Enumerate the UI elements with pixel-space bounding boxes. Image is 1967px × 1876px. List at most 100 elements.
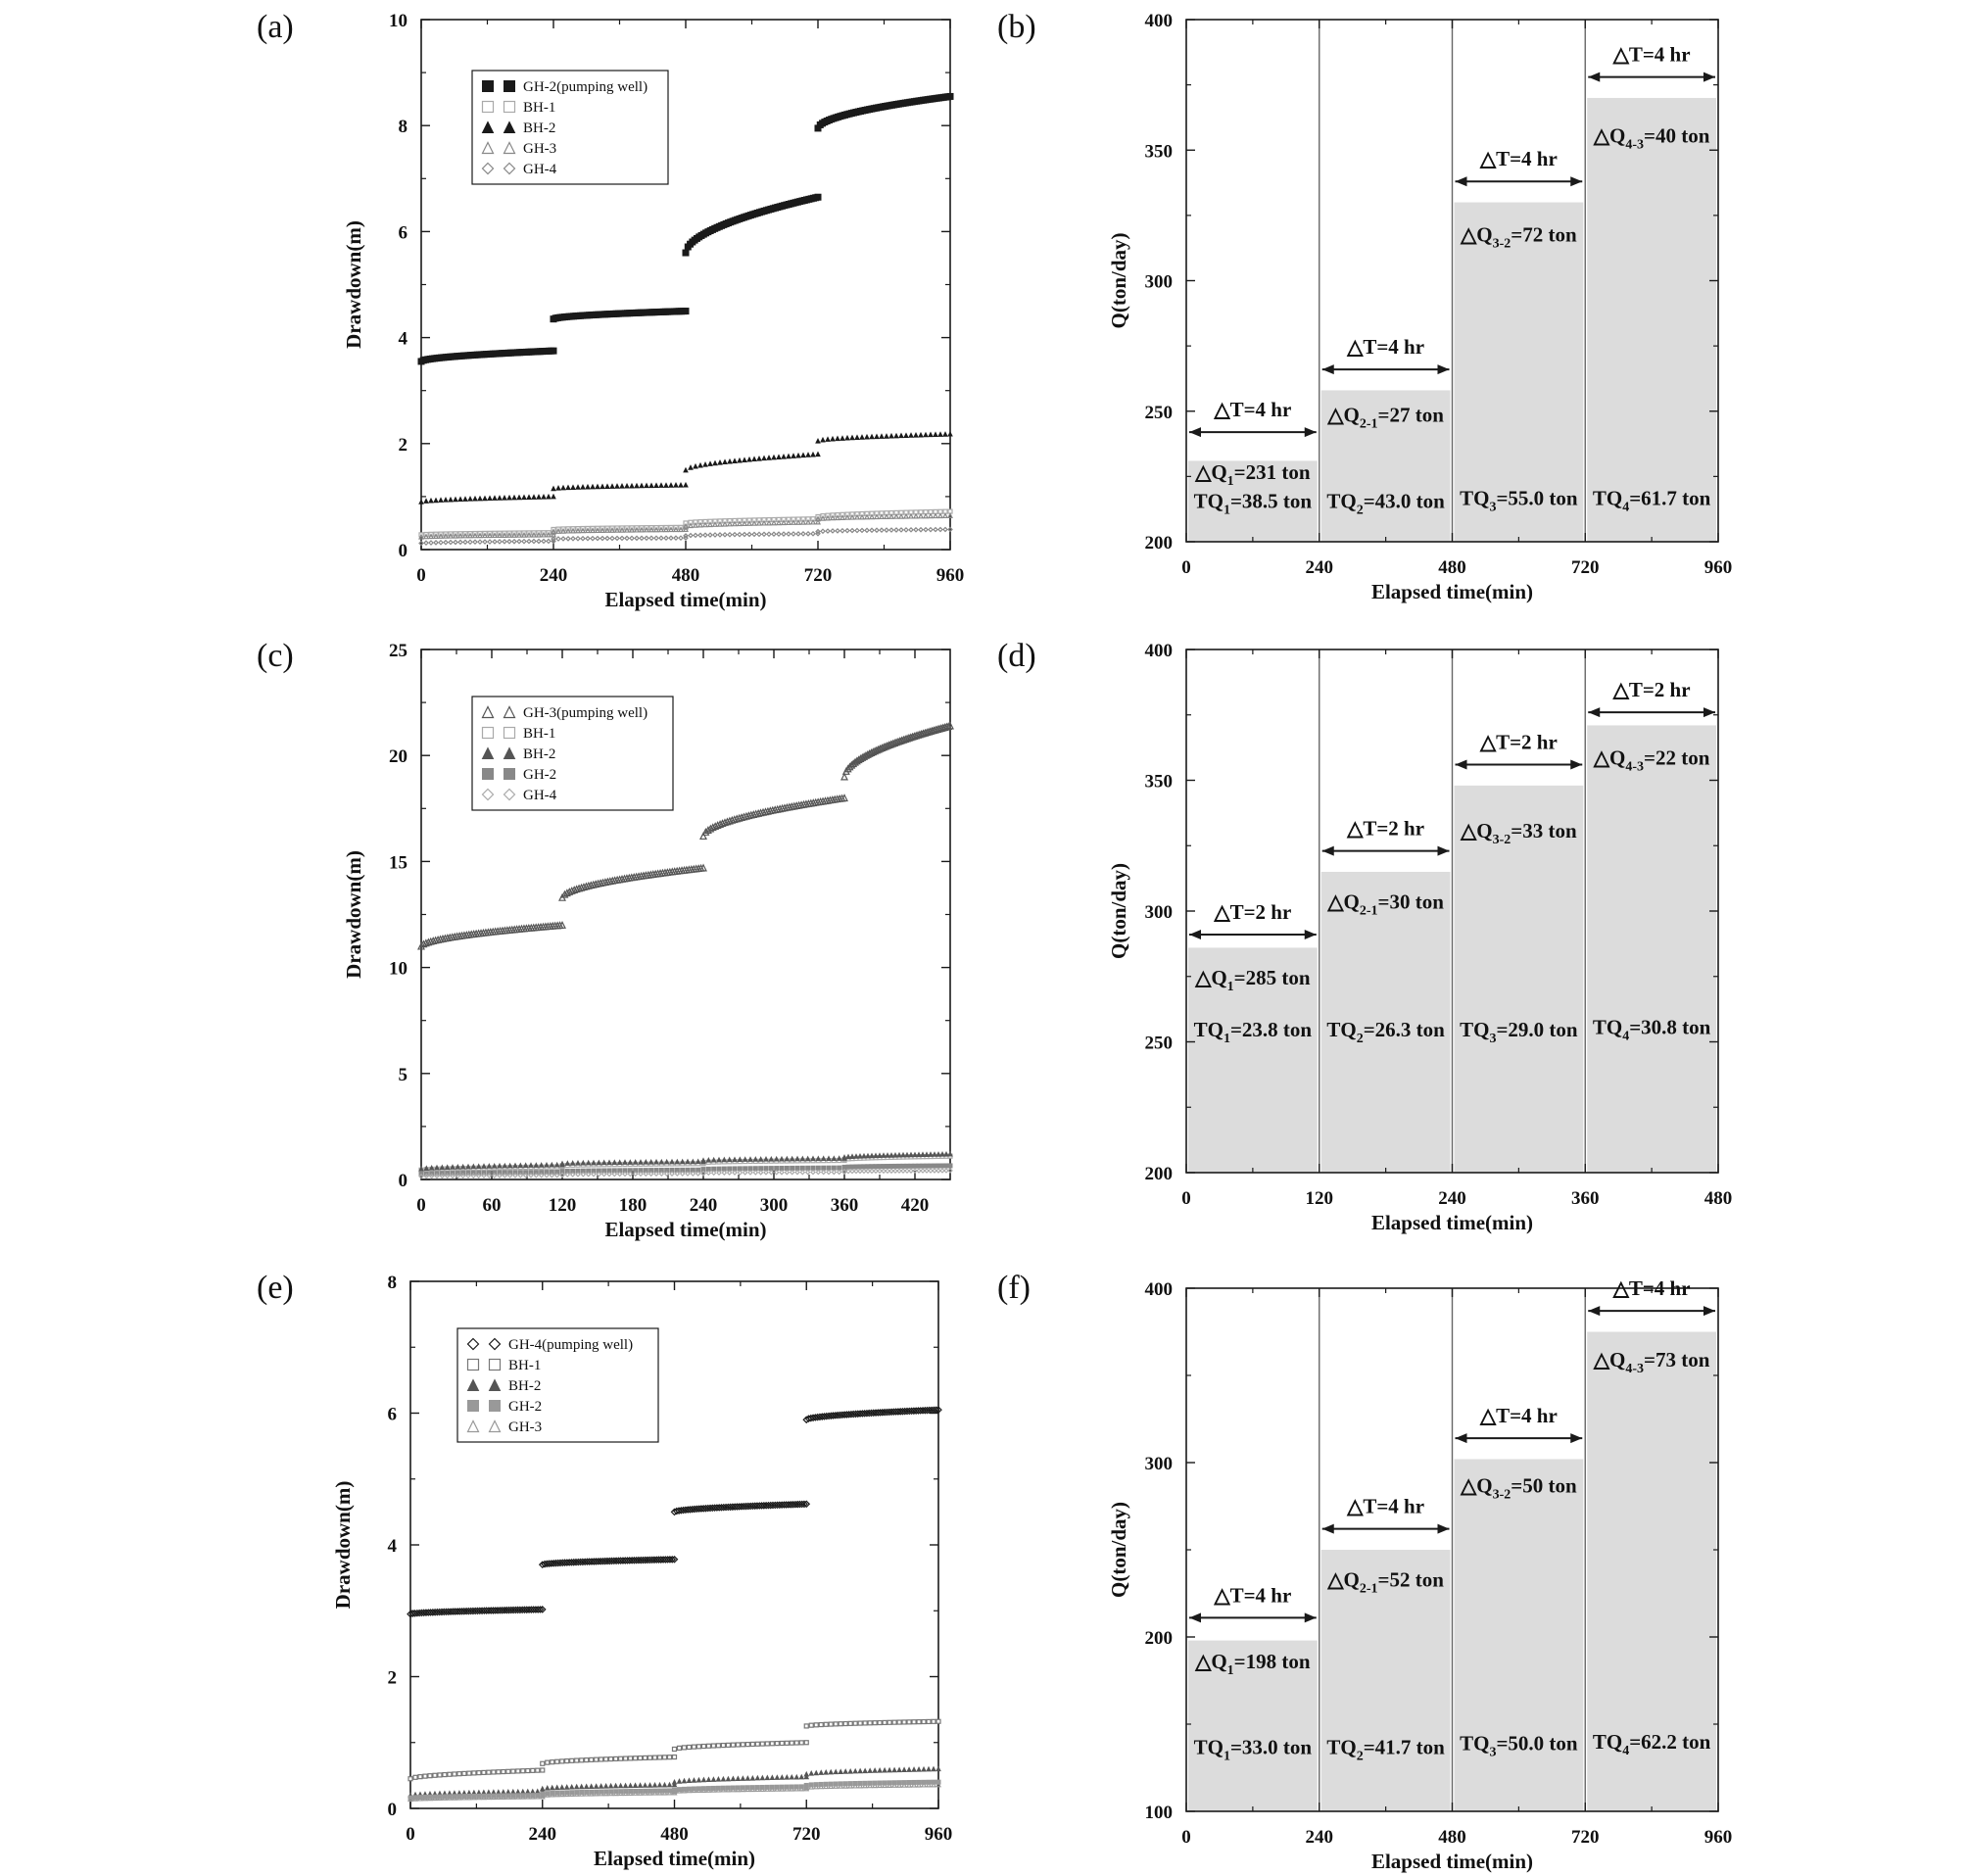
total-q-label: TQ3=50.0 ton (1460, 1732, 1578, 1760)
data-point (810, 518, 816, 525)
data-point (674, 1171, 681, 1177)
data-point (408, 1776, 413, 1782)
data-point (550, 1759, 555, 1765)
data-point (933, 512, 938, 519)
label-value: =52 ton (1378, 1567, 1445, 1591)
data-point (639, 526, 645, 533)
data-point (486, 1769, 492, 1775)
data-point (487, 532, 493, 539)
total-q-label: TQ2=43.0 ton (1326, 489, 1445, 517)
data-point (759, 1741, 765, 1747)
data-point (444, 1164, 451, 1170)
y-tick-label: 300 (1145, 902, 1174, 923)
legend-marker (503, 162, 516, 175)
data-point (534, 1788, 541, 1795)
x-tick-label: 480 (1438, 1827, 1466, 1848)
data-point (622, 1756, 629, 1761)
data-point (678, 535, 684, 541)
data-point (475, 1173, 482, 1179)
y-tick-label: 4 (388, 1536, 398, 1557)
label-value: =27 ton (1378, 403, 1445, 426)
data-point (697, 461, 703, 468)
data-point (439, 1173, 446, 1179)
duration-label: △T=4 hr (1479, 1404, 1558, 1427)
data-point (462, 539, 468, 546)
y-tick-label: 8 (388, 1273, 398, 1293)
data-point (864, 433, 870, 440)
data-point (521, 494, 527, 501)
data-point (580, 527, 586, 534)
panel-label: (e) (257, 1270, 294, 1306)
data-point (901, 1719, 907, 1725)
data-point (705, 1743, 712, 1749)
delta-q-label: △Q3-2=72 ton (1460, 223, 1577, 252)
delta-q-label: △Q1=231 ton (1194, 460, 1311, 489)
data-point (457, 532, 463, 539)
data-point (668, 526, 674, 533)
data-point (422, 1795, 428, 1802)
data-point (756, 455, 762, 461)
data-point (791, 453, 796, 458)
data-point (651, 1789, 658, 1796)
data-point (942, 431, 948, 437)
data-point (789, 1785, 795, 1792)
label-subscript: 4 (1622, 1744, 1629, 1758)
legend-marker (503, 726, 516, 740)
data-point (551, 536, 556, 543)
data-point (540, 1767, 546, 1773)
data-point (539, 1785, 546, 1792)
data-point (813, 1783, 820, 1790)
arrow-head-left (1321, 1523, 1334, 1534)
data-point (933, 526, 938, 533)
data-point (920, 1168, 926, 1174)
delta-q-label: △Q4-3=22 ton (1593, 746, 1710, 774)
data-point (725, 1742, 731, 1748)
label-value: =30.8 ton (1629, 1015, 1710, 1038)
data-point (492, 495, 498, 501)
data-point (710, 1776, 717, 1782)
label-main: △Q (1460, 1473, 1492, 1497)
data-point (869, 1164, 875, 1170)
data-point (475, 1794, 482, 1801)
data-point (947, 526, 953, 533)
data-point (900, 1151, 906, 1158)
data-point (570, 484, 576, 490)
arrow-head-left (1455, 759, 1467, 770)
duration-label: △T=2 hr (1346, 817, 1424, 841)
data-point (699, 832, 707, 841)
data-point (808, 1783, 815, 1790)
data-point (936, 1781, 941, 1788)
discharge-panel-d: 0 120 240 360 480 200 250 300 350 400 Elapsed time… (997, 638, 1732, 1234)
data-point (937, 526, 943, 533)
data-point (441, 1794, 448, 1801)
data-point (618, 1756, 624, 1761)
data-point (658, 1158, 665, 1165)
data-point (424, 938, 433, 946)
data-point (923, 431, 929, 438)
data-point (710, 1156, 717, 1163)
data-point (428, 497, 434, 504)
data-point (913, 526, 919, 533)
data-point (600, 535, 605, 542)
data-point (656, 1755, 663, 1760)
data-point (534, 1793, 541, 1800)
arrow-head-right (1437, 845, 1450, 856)
data-point (541, 531, 547, 538)
data-point (627, 1159, 634, 1165)
arrow-head-right (1437, 1523, 1450, 1534)
data-point (740, 1775, 746, 1781)
data-point (658, 535, 664, 542)
data-point (942, 526, 948, 533)
data-point (579, 883, 588, 891)
x-axis-label: Elapsed time(min) (1371, 1850, 1533, 1873)
data-point (648, 1158, 654, 1165)
data-point (730, 1775, 737, 1782)
label-main: TQ (1326, 1735, 1356, 1758)
data-point (492, 532, 498, 539)
data-point (609, 526, 615, 533)
data-point (653, 482, 659, 488)
data-point (412, 1795, 418, 1802)
data-point (686, 1787, 693, 1794)
data-point (653, 1158, 659, 1165)
data-point (831, 1169, 838, 1176)
